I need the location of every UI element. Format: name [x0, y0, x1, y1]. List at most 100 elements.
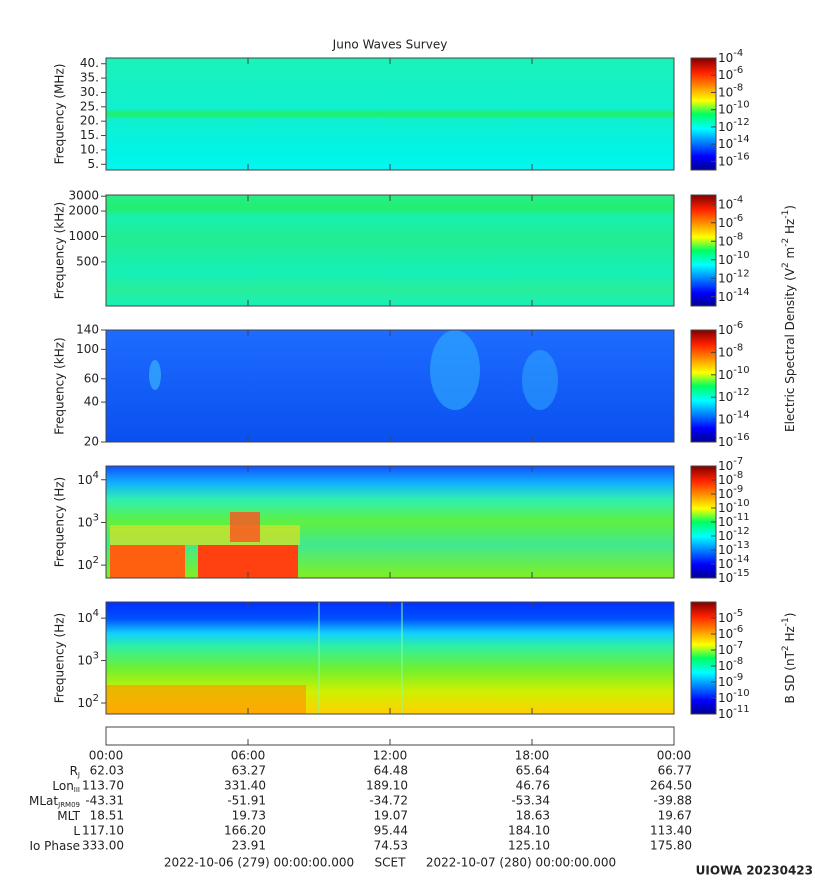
tick-label: 10-11 — [718, 704, 750, 721]
ephemeris-value: 64.48 — [374, 764, 408, 778]
tick-label: 10-10 — [718, 365, 750, 382]
row-label: MLT — [57, 809, 80, 823]
colorbar-label-part: 2 — [781, 262, 791, 268]
tick-base: 10 — [77, 515, 92, 529]
tick-exponent: -8 — [733, 656, 743, 667]
ephemeris-value: 62.03 — [90, 764, 124, 778]
tick-label: 40. — [80, 56, 99, 70]
colorbar-label-part: 2 — [781, 645, 791, 651]
colorbar-label-part: m — [783, 247, 797, 263]
tick-exponent: -6 — [733, 213, 743, 224]
ephemeris-value: 19.67 — [658, 809, 692, 823]
texture — [149, 360, 161, 390]
tick-base: 10 — [718, 289, 733, 303]
tick-label: 10-14 — [718, 410, 750, 427]
ephemeris-value: 63.27 — [232, 764, 266, 778]
y-axis-label: Frequency (kHz) — [53, 337, 67, 434]
tick-base: 10 — [718, 412, 733, 426]
time-label: 18:00 — [515, 749, 550, 763]
tick-exponent: -4 — [733, 48, 743, 59]
colorbar-label-part: -2 — [781, 238, 791, 247]
tick-label: 103 — [77, 651, 99, 668]
tick-base: 10 — [718, 627, 733, 641]
colorbar-label-part: ) — [783, 613, 797, 618]
tick-label: 104 — [77, 470, 99, 487]
tick-exponent: 2 — [93, 693, 99, 704]
tick-label: 10-12 — [718, 268, 750, 285]
tick-exponent: -14 — [733, 287, 749, 298]
ephemeris-value: 264.50 — [650, 779, 692, 793]
row-label-text: Lon — [52, 779, 73, 793]
ephemeris-value: 65.64 — [516, 764, 550, 778]
row-label-text: MLat — [29, 794, 58, 808]
texture — [230, 512, 260, 542]
row-label-text: L — [73, 824, 80, 838]
tick-label: 10-16 — [718, 432, 750, 449]
colorbar-frame — [690, 194, 717, 307]
ephemeris-value: 184.10 — [508, 824, 550, 838]
tick-exponent: 3 — [93, 512, 99, 523]
tick-label: 20 — [84, 435, 99, 449]
ephemeris-value: 18.51 — [90, 809, 124, 823]
tick-label: 10-14 — [718, 134, 750, 151]
tick-exponent: 4 — [93, 608, 99, 619]
tick-base: 10 — [718, 119, 733, 133]
tick-label: 40 — [84, 395, 99, 409]
tick-label: 10-8 — [718, 231, 743, 248]
tick-exponent: -11 — [733, 512, 749, 523]
spectrogram — [106, 195, 674, 306]
tick-label: 10-8 — [718, 470, 743, 487]
tick-exponent: -10 — [733, 688, 749, 699]
y-axis-label: Frequency (kHz) — [53, 202, 67, 299]
tick-base: 10 — [718, 390, 733, 404]
footer-stamp: UIOWA 20230423 — [696, 864, 813, 878]
spectrogram — [106, 58, 674, 170]
ephemeris-value: 117.10 — [82, 824, 124, 838]
tick-base: 10 — [718, 51, 733, 65]
tick-base: 10 — [718, 643, 733, 657]
ephemeris-value: 175.80 — [650, 839, 692, 853]
tick-base: 10 — [77, 611, 92, 625]
tick-base: 10 — [718, 68, 733, 82]
tick-base: 10 — [718, 659, 733, 673]
tick-label: 10-8 — [718, 82, 743, 99]
tick-label: 140 — [76, 323, 99, 337]
texture — [430, 330, 480, 410]
tick-label: 102 — [77, 693, 99, 710]
footer-start: 2022-10-06 (279) 00:00:00.000 — [164, 856, 354, 870]
colorbar-frame — [690, 601, 717, 715]
tick-base: 10 — [718, 137, 733, 151]
ephemeris-value: 23.91 — [232, 839, 266, 853]
tick-exponent: -6 — [733, 320, 743, 331]
tick-exponent: 3 — [93, 651, 99, 662]
tick-exponent: -11 — [733, 704, 749, 715]
tick-label: 3000 — [68, 189, 99, 203]
tick-exponent: -12 — [733, 117, 749, 128]
tick-label: 10-15 — [718, 568, 750, 585]
texture — [522, 350, 558, 410]
tick-exponent: -13 — [733, 540, 749, 551]
tick-label: 35. — [80, 71, 99, 85]
colorbar-label-part: -1 — [781, 617, 791, 626]
footer-end: 2022-10-07 (280) 00:00:00.000 — [426, 856, 616, 870]
row-label-sub: JRM09 — [57, 801, 80, 809]
colorbar-label-part: -1 — [781, 210, 791, 219]
colorbar-frame — [690, 329, 717, 443]
ephemeris-value: 125.10 — [508, 839, 550, 853]
tick-base: 10 — [77, 558, 92, 572]
tick-base: 10 — [77, 695, 92, 709]
tick-exponent: -8 — [733, 342, 743, 353]
colorbar — [691, 602, 716, 714]
time-label: 06:00 — [231, 749, 266, 763]
texture — [110, 545, 185, 578]
tick-label: 10-5 — [718, 608, 743, 625]
y-axis-label: Frequency (Hz) — [53, 613, 67, 704]
tick-label: 25. — [80, 99, 99, 113]
tick-exponent: -6 — [733, 624, 743, 635]
ephemeris-value: 19.73 — [232, 809, 266, 823]
tick-label: 10-4 — [718, 194, 743, 211]
tick-label: 1000 — [68, 229, 99, 243]
tick-label: 10-11 — [718, 512, 750, 529]
tick-exponent: -15 — [733, 568, 749, 579]
colorbar — [691, 330, 716, 442]
